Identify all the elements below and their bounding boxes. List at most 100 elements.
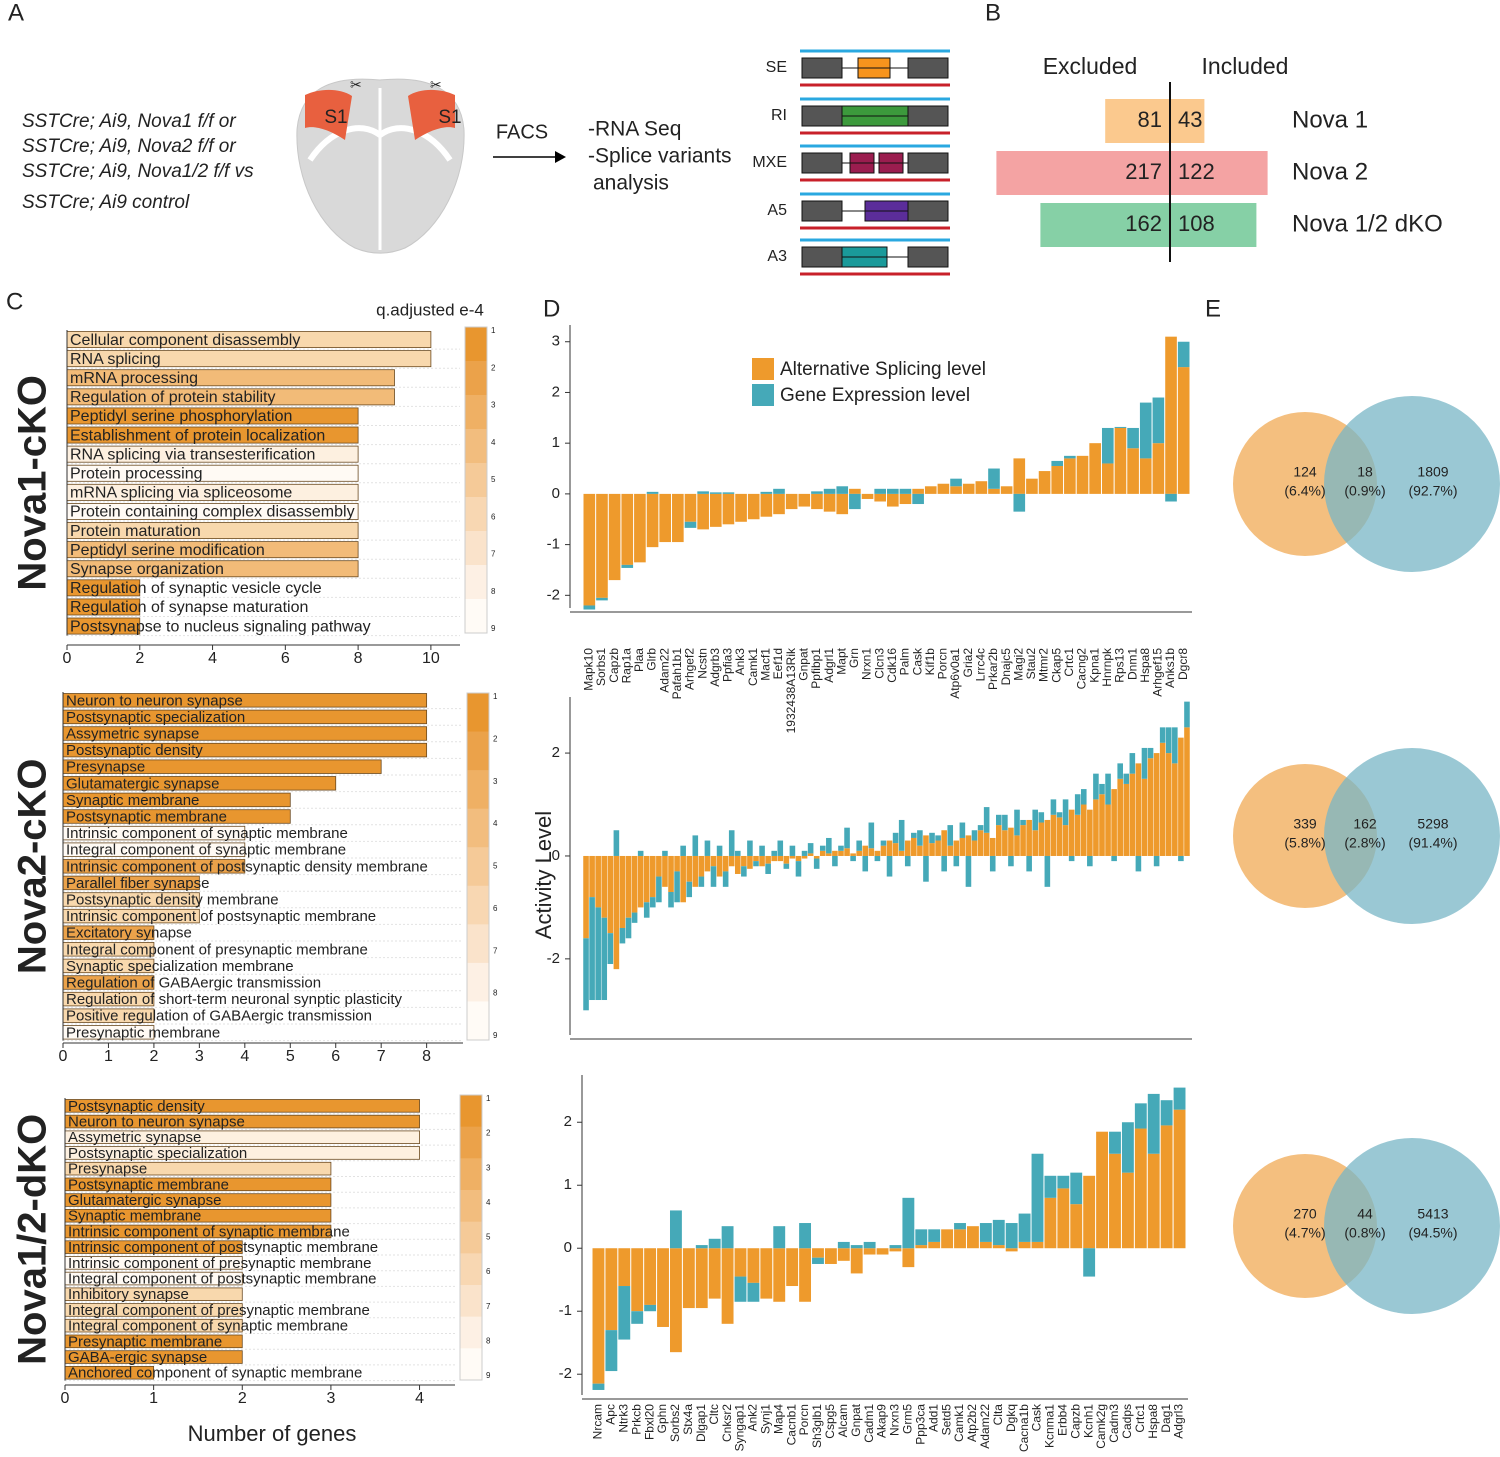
y-tick-label: 0	[564, 1239, 572, 1256]
bar-label: Integral component of postsynaptic membr…	[68, 1271, 377, 1288]
expression-bar	[704, 840, 711, 856]
x-tick-label: 4	[208, 650, 217, 667]
splicing-bar	[1159, 742, 1166, 856]
splicing-bar	[607, 855, 614, 934]
x-tick-label: 3	[195, 1048, 204, 1065]
bar-label: Cellular component disassembly	[70, 332, 300, 349]
splicing-bar	[728, 855, 735, 867]
x-tick-label: 1	[104, 1048, 113, 1065]
splicing-bar	[747, 493, 760, 520]
splicing-bar	[684, 493, 697, 522]
expression-bar	[686, 881, 693, 898]
expression-bar	[971, 830, 978, 841]
splicing-bar	[595, 855, 601, 908]
legend-label: Gene Expression level	[780, 385, 970, 406]
arrow	[493, 151, 566, 163]
splicing-bar	[917, 845, 923, 856]
bar-label: Synaptic membrane	[66, 792, 199, 809]
bar-label: Synapse organization	[70, 561, 224, 578]
splicing-bar	[983, 832, 990, 856]
row-label: Nova2-cKO	[11, 758, 55, 974]
venn-share: (5.8%)	[1284, 835, 1325, 851]
venn-share: (94.5%)	[1408, 1225, 1457, 1241]
splicing-bar	[923, 835, 929, 856]
x-tick-label: Cadps	[1120, 1404, 1134, 1439]
expression-bar	[601, 917, 608, 1001]
x-tick-label: 2	[149, 1048, 158, 1065]
expression-bar	[631, 912, 638, 923]
bar-label: Protein processing	[70, 465, 203, 482]
expression-bar	[880, 840, 887, 846]
exon	[801, 200, 843, 222]
bar-label: Neuron to neuron synapse	[66, 692, 243, 709]
colorbar-tick: 3	[486, 1163, 491, 1172]
venn-set	[1324, 748, 1500, 924]
colorbar-tick: 9	[491, 624, 496, 633]
expression-bar	[1020, 819, 1026, 826]
expression-bar	[1018, 1213, 1031, 1242]
splicing-bar	[1089, 443, 1101, 494]
x-tick-label: Atp2b2	[965, 1404, 979, 1442]
colorbar-tick: 2	[491, 363, 496, 372]
expression-bar	[605, 1330, 618, 1372]
x-tick-label: Gnpat	[796, 647, 810, 680]
splicing-bar	[656, 855, 662, 877]
splicing-bar	[996, 825, 1002, 856]
splicing-bar	[807, 853, 814, 856]
bar-label: Integral component of presynaptic membra…	[66, 941, 368, 958]
expression-bar	[819, 845, 826, 851]
splicing-bar	[1083, 1175, 1096, 1249]
bar-label: Presynapse	[68, 1161, 147, 1178]
expression-bar	[1117, 763, 1123, 779]
expression-bar	[1139, 402, 1152, 459]
expression-bar	[668, 891, 674, 908]
expression-bar	[722, 492, 735, 494]
expression-bar	[947, 825, 954, 846]
x-tick-label: 0	[63, 650, 72, 667]
splicing-bar	[899, 493, 912, 505]
splicing-bar	[856, 850, 862, 856]
splicing-bar	[789, 855, 796, 859]
splicing-bar	[592, 1248, 605, 1384]
expression-bar	[823, 488, 836, 494]
splicing-bar	[783, 855, 790, 864]
expression-bar	[760, 491, 773, 494]
x-tick-label: Nrxn3	[888, 1404, 902, 1436]
x-tick-label: Rap1a	[619, 648, 633, 684]
splicing-bar	[1068, 809, 1075, 856]
venn-count: 162	[1353, 816, 1377, 832]
expression-bar	[868, 822, 875, 849]
splicing-bar	[868, 848, 875, 856]
splicing-bar	[1020, 825, 1026, 856]
value-label: 122	[1178, 159, 1215, 184]
splice-events: SE RI MXE A5 A3	[752, 49, 950, 276]
expression-bar	[1147, 1093, 1160, 1154]
colorbar-tick: 9	[493, 1031, 498, 1040]
expression-bar	[850, 855, 856, 862]
splicing-bar	[941, 1229, 954, 1249]
x-tick-label: Mapt	[834, 647, 848, 674]
x-tick-label: Camk2g	[1094, 1404, 1108, 1449]
expression-bar	[613, 830, 620, 856]
colorbar-step	[467, 1001, 489, 1041]
x-tick-label: Cadm1	[862, 1404, 876, 1443]
x-tick-label: Adgrb3	[708, 648, 722, 687]
bar-label: Presynaptic membrane	[66, 1024, 220, 1041]
value-label: 162	[1125, 211, 1162, 236]
x-tick-label: 1932438A13Rik	[784, 647, 798, 733]
expression-bar	[607, 933, 614, 965]
expression-bar	[596, 597, 608, 601]
x-tick-label: Atp6v0a1	[948, 648, 962, 699]
splicing-bar	[741, 855, 747, 867]
colorbar-step	[467, 885, 489, 925]
expression-bar	[965, 855, 972, 887]
splicing-bar	[686, 855, 693, 882]
splicing-bar	[863, 1248, 876, 1255]
expression-bar	[765, 863, 771, 874]
genotype: SSTCre; Ai9, Nova2 f/f or	[22, 136, 236, 157]
splicing-bar	[1044, 819, 1051, 856]
x-tick-label: 2	[238, 1390, 247, 1407]
expression-bar	[898, 819, 905, 851]
exon	[801, 152, 843, 174]
bar-label: Postsynaptic specialization	[66, 709, 245, 726]
